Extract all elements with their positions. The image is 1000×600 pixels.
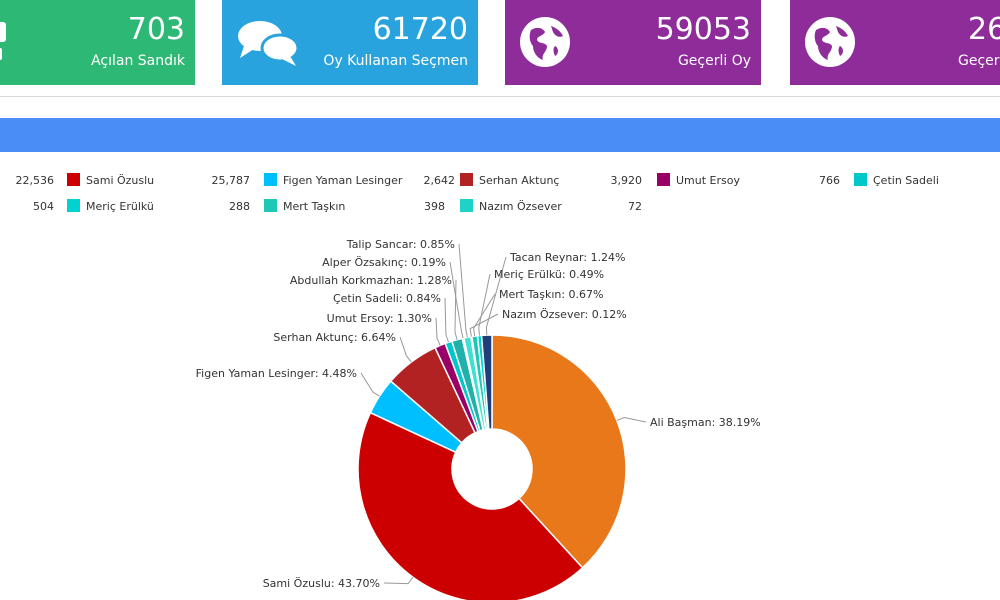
slice-label: Figen Yaman Lesinger: 4.48% [196, 367, 357, 380]
stat-card-opened-boxes: 703 Açılan Sandık [0, 0, 195, 85]
legend-label[interactable]: Çetin Sadeli [873, 174, 939, 187]
slice-label: Mert Taşkın: 0.67% [499, 288, 604, 301]
legend-label[interactable]: Sami Özuslu [86, 174, 155, 187]
legend-label[interactable]: Figen Yaman Lesinger [283, 174, 403, 187]
stat-label: Açılan Sandık [91, 53, 185, 69]
legend-swatch[interactable] [460, 173, 473, 186]
label-leader-line [473, 293, 496, 337]
legend-value: 72 [628, 200, 642, 213]
legend-value: 288 [229, 200, 250, 213]
donut-chart: Ali Başman: 38.19% Sami Özuslu: 43.70% Fig… [196, 238, 761, 600]
legend-value: 398 [424, 200, 445, 213]
slice-label: Ali Başman: 38.19% [650, 416, 761, 429]
stat-label: Oy Kullanan Seçmen [323, 53, 468, 69]
label-leader-line [383, 576, 414, 585]
label-leader-line [449, 261, 464, 339]
stat-value: 61720 [372, 12, 468, 47]
stat-value: 26 [968, 12, 1000, 47]
slice-label: Sami Özuslu: 43.70% [263, 577, 380, 590]
slice-label: Talip Sancar: 0.85% [346, 238, 455, 251]
legend-swatch[interactable] [264, 199, 277, 212]
legend-swatch[interactable] [67, 199, 80, 212]
legend-value: 25,787 [211, 174, 251, 187]
slice-label: Alper Özsakınç: 0.19% [322, 256, 446, 269]
legend-value: 3,920 [610, 174, 643, 187]
legend-label[interactable]: Nazım Özsever [479, 200, 562, 213]
slice-label: Umut Ersoy: 1.30% [327, 312, 432, 325]
label-leader-line [478, 273, 491, 336]
legend-label[interactable]: Serhan Aktunç [479, 174, 560, 187]
slice-label: Tacan Reynar: 1.24% [509, 251, 626, 264]
slice-label: Çetin Sadeli: 0.84% [333, 292, 441, 305]
pie-slice[interactable] [357, 411, 584, 600]
label-leader-line [360, 372, 380, 397]
pie-slice[interactable] [480, 334, 493, 430]
legend-label[interactable]: Meriç Erülkü [86, 200, 154, 213]
label-leader-line [435, 317, 441, 346]
stat-card-voters: 61720 Oy Kullanan Seçmen [222, 0, 478, 85]
chat-bubbles-icon [236, 18, 300, 74]
pie-slice[interactable] [491, 334, 627, 569]
stat-value: 59053 [655, 12, 751, 47]
legend-label[interactable]: Umut Ersoy [676, 174, 740, 187]
globe-icon [519, 16, 571, 72]
label-leader-line [444, 297, 449, 343]
stat-value: 703 [127, 12, 185, 47]
label-leader-line [458, 243, 468, 338]
section-banner [0, 118, 1000, 152]
ballot-box-icon [0, 22, 12, 68]
legend-swatch[interactable] [264, 173, 277, 186]
label-leader-line [399, 336, 412, 363]
legend-swatch[interactable] [67, 173, 80, 186]
slice-label: Serhan Aktunç: 6.64% [273, 331, 396, 344]
legend-value: 504 [33, 200, 54, 213]
divider [0, 96, 1000, 97]
legend-value: 2,642 [423, 174, 456, 187]
legend-value: 766 [819, 174, 840, 187]
legend-swatch[interactable] [657, 173, 670, 186]
slice-label: Meriç Erülkü: 0.49% [494, 268, 604, 281]
slice-label: Nazım Özsever: 0.12% [502, 308, 627, 321]
legend-label[interactable]: Mert Taşkın [283, 200, 346, 213]
label-leader-line [485, 256, 507, 336]
label-leader-line [616, 417, 647, 423]
legend-swatch[interactable] [854, 173, 867, 186]
globe-icon [804, 16, 856, 72]
stat-label: Geçerli Oy [677, 53, 751, 69]
legend-swatch[interactable] [460, 199, 473, 212]
slice-label: Abdullah Korkmazhan: 1.28% [290, 274, 452, 287]
stat-label: Geçers [958, 53, 1000, 69]
legend-value: 22,536 [15, 174, 55, 187]
stat-card-invalid-votes: 26 Geçers [790, 0, 1000, 85]
label-leader-line [454, 279, 458, 340]
stat-card-valid-votes: 59053 Geçerli Oy [505, 0, 761, 85]
